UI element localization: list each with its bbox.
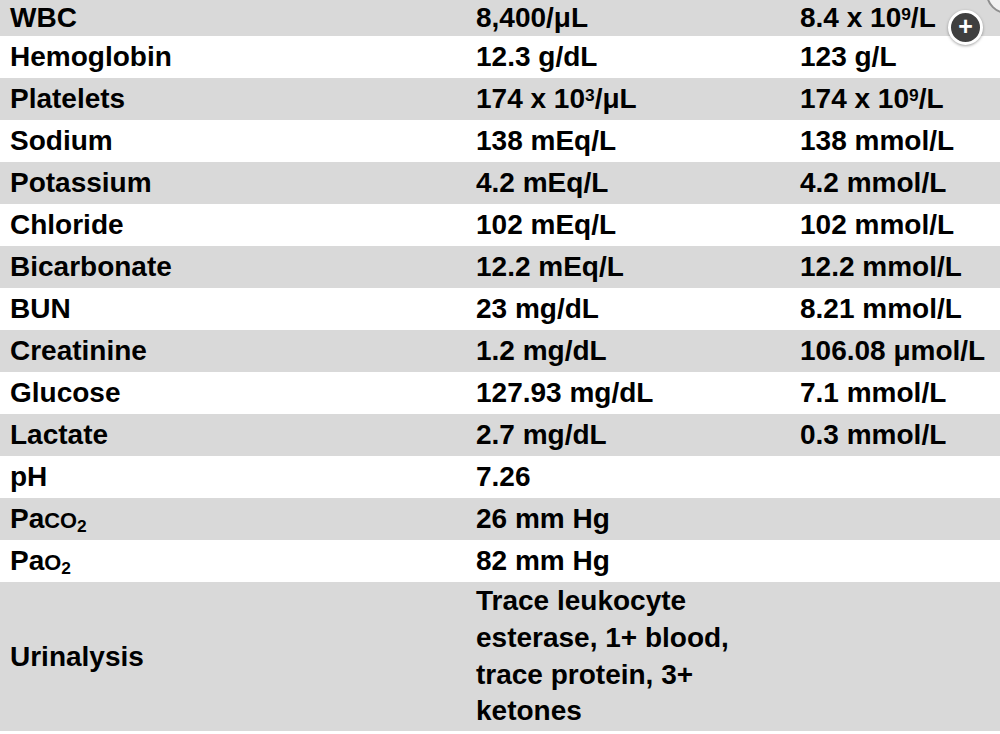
table-row: Hemoglobin12.3 g/dL123 g/L xyxy=(0,36,1000,78)
table-row: Lactate2.7 mg/dL0.3 mmol/L xyxy=(0,414,1000,456)
si-value: 123 g/L xyxy=(800,41,1000,73)
test-name: Lactate xyxy=(0,419,476,451)
table-row: PaCO226 mm Hg xyxy=(0,498,1000,540)
si-value: 8.21 mmol/L xyxy=(800,293,1000,325)
conventional-value: 1.2 mg/dL xyxy=(476,335,800,367)
conventional-value: 26 mm Hg xyxy=(476,503,800,535)
conventional-value: 12.3 g/dL xyxy=(476,41,800,73)
test-name: Platelets xyxy=(0,83,476,115)
table-row: Creatinine1.2 mg/dL106.08 μmol/L xyxy=(0,330,1000,372)
table-row: Platelets174 x 103/μL174 x 109/L xyxy=(0,78,1000,120)
test-name: Creatinine xyxy=(0,335,476,367)
conventional-value: 7.26 xyxy=(476,461,800,493)
test-name: Urinalysis xyxy=(0,641,476,673)
table-row: Chloride102 mEq/L102 mmol/L xyxy=(0,204,1000,246)
table-row: Potassium4.2 mEq/L4.2 mmol/L xyxy=(0,162,1000,204)
table-row: Sodium138 mEq/L138 mmol/L xyxy=(0,120,1000,162)
conventional-value: 102 mEq/L xyxy=(476,209,800,241)
conventional-value: 8,400/μL xyxy=(476,2,800,34)
test-name: Glucose xyxy=(0,377,476,409)
table-row: Glucose127.93 mg/dL7.1 mmol/L xyxy=(0,372,1000,414)
test-name: BUN xyxy=(0,293,476,325)
si-value: 7.1 mmol/L xyxy=(800,377,1000,409)
conventional-value: 127.93 mg/dL xyxy=(476,377,800,409)
conventional-value: Trace leukocyte esterase, 1+ blood, trac… xyxy=(476,583,761,731)
test-name: pH xyxy=(0,461,476,493)
lab-values-figure: WBC8,400/μL8.4 x 109/LHemoglobin12.3 g/d… xyxy=(0,0,1000,734)
conventional-value: 174 x 103/μL xyxy=(476,83,800,115)
si-value: 174 x 109/L xyxy=(800,83,1000,115)
table-row: Bicarbonate12.2 mEq/L12.2 mmol/L xyxy=(0,246,1000,288)
si-value: 12.2 mmol/L xyxy=(800,251,1000,283)
lab-values-table: WBC8,400/μL8.4 x 109/LHemoglobin12.3 g/d… xyxy=(0,0,1000,731)
test-name: WBC xyxy=(0,2,476,34)
table-row: BUN23 mg/dL8.21 mmol/L xyxy=(0,288,1000,330)
si-value: 0.3 mmol/L xyxy=(800,419,1000,451)
conventional-value: 23 mg/dL xyxy=(476,293,800,325)
test-name: PaO2 xyxy=(0,545,476,577)
si-value: 106.08 μmol/L xyxy=(800,335,1000,367)
zoom-in-button[interactable]: + xyxy=(948,10,983,45)
plus-icon: + xyxy=(958,14,973,39)
conventional-value: 138 mEq/L xyxy=(476,125,800,157)
test-name: Chloride xyxy=(0,209,476,241)
conventional-value: 12.2 mEq/L xyxy=(476,251,800,283)
test-name: Potassium xyxy=(0,167,476,199)
test-name: PaCO2 xyxy=(0,503,476,535)
conventional-value: 82 mm Hg xyxy=(476,545,800,577)
table-row: pH7.26 xyxy=(0,456,1000,498)
table-row: WBC8,400/μL8.4 x 109/L xyxy=(0,0,1000,36)
test-name: Hemoglobin xyxy=(0,41,476,73)
si-value: 138 mmol/L xyxy=(800,125,1000,157)
test-name: Sodium xyxy=(0,125,476,157)
table-row: UrinalysisTrace leukocyte esterase, 1+ b… xyxy=(0,582,1000,731)
conventional-value: 4.2 mEq/L xyxy=(476,167,800,199)
si-value: 4.2 mmol/L xyxy=(800,167,1000,199)
si-value: 102 mmol/L xyxy=(800,209,1000,241)
table-row: PaO282 mm Hg xyxy=(0,540,1000,582)
test-name: Bicarbonate xyxy=(0,251,476,283)
conventional-value: 2.7 mg/dL xyxy=(476,419,800,451)
